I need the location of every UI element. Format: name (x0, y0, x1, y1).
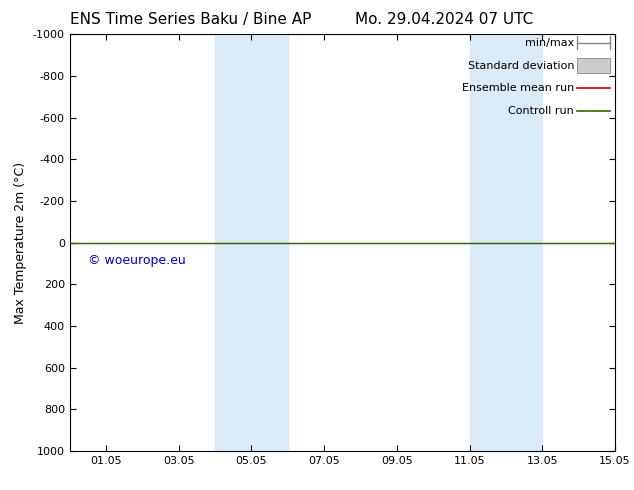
Bar (215, 34, 288, 451)
Bar (470, 34, 542, 451)
Y-axis label: Max Temperature 2m (°C): Max Temperature 2m (°C) (15, 162, 27, 323)
Text: Mo. 29.04.2024 07 UTC: Mo. 29.04.2024 07 UTC (354, 12, 533, 27)
Text: min/max: min/max (525, 38, 574, 48)
Text: © woeurope.eu: © woeurope.eu (88, 254, 186, 267)
Text: Standard deviation: Standard deviation (468, 61, 574, 71)
Text: Ensemble mean run: Ensemble mean run (462, 83, 574, 94)
Text: ENS Time Series Baku / Bine AP: ENS Time Series Baku / Bine AP (70, 12, 311, 27)
Text: Controll run: Controll run (508, 106, 574, 116)
Bar (577, 58, 609, 73)
